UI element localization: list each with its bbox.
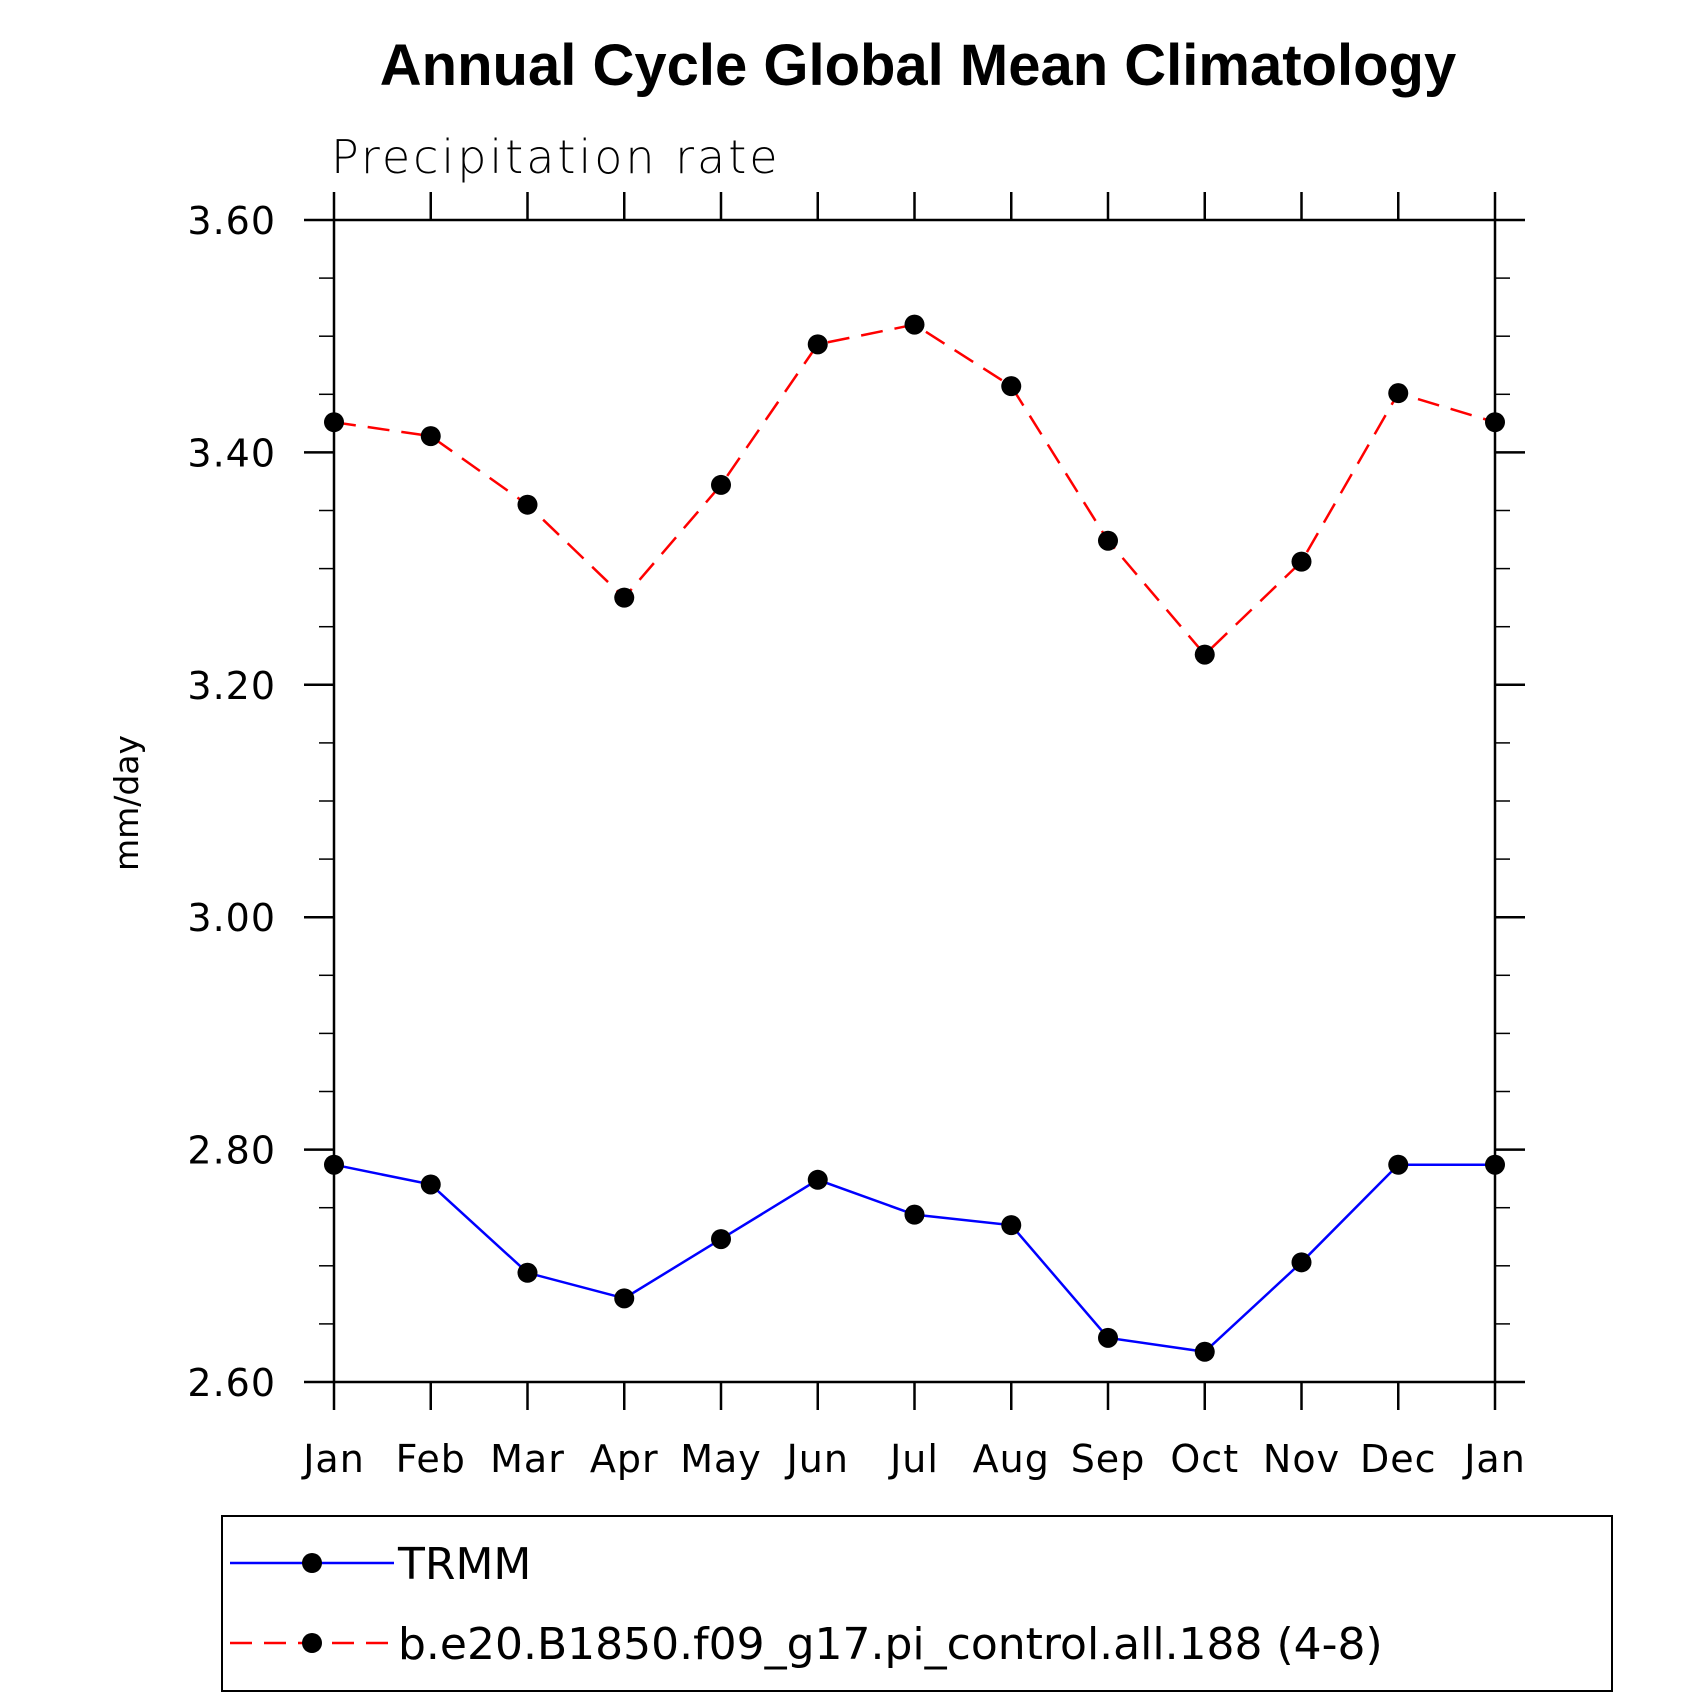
data-point xyxy=(1098,530,1118,551)
data-point xyxy=(1194,644,1215,665)
data-point xyxy=(1485,412,1505,433)
legend-label: TRMM xyxy=(397,1539,531,1590)
axes: 2.60 2.80 3.00 3.20 3.40 3.60 Jan Feb Mar Apr May J… xyxy=(187,192,1525,1481)
x-tick-label: Jan xyxy=(1462,1437,1526,1481)
legend-box xyxy=(221,1515,1613,1692)
series-group xyxy=(324,314,1505,1362)
y-tick-label: 2.80 xyxy=(187,1129,276,1173)
x-tick-label: May xyxy=(680,1437,762,1481)
y-axis-label: mm/day xyxy=(107,735,146,871)
x-tick-label: Aug xyxy=(973,1437,1050,1481)
chart-title: Annual Cycle Global Mean Climatology xyxy=(380,33,1456,98)
data-point xyxy=(904,314,925,335)
x-tick-label: Nov xyxy=(1263,1437,1340,1481)
data-point xyxy=(1001,376,1022,397)
data-point xyxy=(711,1229,731,1250)
legend-label: b.e20.B1850.f09_g17.pi_control.all.188 (… xyxy=(398,1619,1383,1670)
data-point xyxy=(711,474,731,495)
data-point xyxy=(1291,1252,1312,1273)
data-point xyxy=(324,1154,344,1175)
data-point xyxy=(614,587,635,608)
x-tick-label: Jun xyxy=(785,1437,849,1481)
x-tick-label: Feb xyxy=(396,1437,466,1481)
legend-marker xyxy=(302,1633,322,1653)
y-tick-label: 3.40 xyxy=(187,431,276,475)
data-point xyxy=(1485,1154,1505,1175)
x-tick-label: Jan xyxy=(301,1437,365,1481)
x-tick-label: Jul xyxy=(888,1437,939,1481)
legend-marker xyxy=(302,1553,322,1573)
y-tick-label: 3.20 xyxy=(187,664,276,708)
data-point xyxy=(904,1204,925,1225)
data-point xyxy=(1098,1327,1118,1348)
y-tick-label: 2.60 xyxy=(187,1361,276,1405)
data-point xyxy=(517,1262,538,1283)
x-tick-label: Sep xyxy=(1071,1437,1146,1481)
legend: TRMM b.e20.B1850.f09_g17.pi_control.all.1… xyxy=(221,1515,1613,1692)
data-point xyxy=(1388,383,1409,404)
x-tick-label: Oct xyxy=(1170,1437,1239,1481)
data-point xyxy=(420,1174,441,1195)
data-point xyxy=(1291,551,1312,572)
data-point xyxy=(807,1169,828,1190)
data-point xyxy=(1388,1154,1409,1175)
legend-items: TRMM b.e20.B1850.f09_g17.pi_control.all.1… xyxy=(230,1539,1383,1670)
y-tick-label: 3.00 xyxy=(187,896,276,940)
data-point xyxy=(420,426,441,447)
data-point xyxy=(324,412,344,433)
x-tick-label: Apr xyxy=(590,1437,659,1481)
series-line xyxy=(333,1163,1495,1354)
x-tick-label: Dec xyxy=(1360,1437,1437,1481)
x-tick-label: Mar xyxy=(490,1437,565,1481)
y-tick-label: 3.60 xyxy=(187,199,276,243)
series-line xyxy=(333,323,1496,657)
data-point xyxy=(614,1288,635,1309)
data-point xyxy=(807,334,828,355)
data-point xyxy=(517,494,538,515)
data-point xyxy=(1194,1341,1215,1362)
data-point xyxy=(1001,1215,1022,1236)
chart-subtitle: Precipitation rate xyxy=(331,130,781,184)
